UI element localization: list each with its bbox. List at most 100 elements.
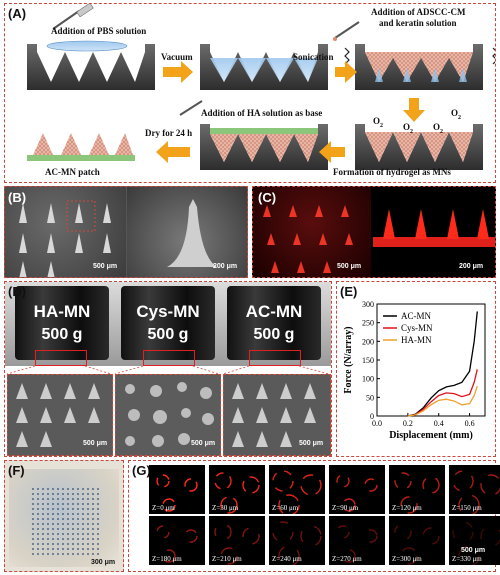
microchannel-dot [47, 523, 49, 525]
scale-d3: 500 μm [299, 440, 324, 447]
microchannel-dot [47, 553, 49, 555]
microchannel-dot [37, 513, 39, 515]
legend-entry: AC-MN [401, 311, 432, 321]
microchannel-dot [72, 538, 74, 540]
microchannel-dot [37, 493, 39, 495]
microchannel-dot [92, 498, 94, 500]
microchannel-dot [42, 543, 44, 545]
microchannel-dot [42, 518, 44, 520]
microchannel-dot [92, 513, 94, 515]
microchannel-dot [77, 543, 79, 545]
sem-single-b [127, 187, 247, 277]
depth-label: Z=180 μm [152, 555, 182, 563]
y-tick-label: 300 [362, 300, 374, 309]
microchannel-dot [32, 488, 34, 490]
microchannel-dot [72, 553, 74, 555]
skin-patch-photo [9, 469, 119, 567]
microchannel-dot [42, 498, 44, 500]
microchannel-dot [47, 538, 49, 540]
microchannel-dot [72, 548, 74, 550]
microchannel-dot [72, 498, 74, 500]
microchannel-dot [82, 498, 84, 500]
microchannel-dot [72, 528, 74, 530]
microchannel-dot [67, 548, 69, 550]
microchannel-dot [42, 513, 44, 515]
microchannel-dot [42, 538, 44, 540]
fluorescence-ring [452, 521, 500, 565]
microchannel-dot [92, 553, 94, 555]
arrow-5 [156, 141, 190, 163]
x-tick-label: 0.4 [434, 419, 444, 428]
microchannel-dot [42, 548, 44, 550]
microchannel-dot [47, 503, 49, 505]
depth-label: Z=240 μm [272, 555, 302, 563]
microchannel-dot [77, 513, 79, 515]
depth-label: Z=300 μm [392, 555, 422, 563]
microchannel-dot [37, 503, 39, 505]
scale-c1: 500 μm [337, 263, 362, 270]
x-tick-label: 0.6 [465, 419, 475, 428]
microchannel-dot [82, 488, 84, 490]
microchannel-dot [62, 548, 64, 550]
microchannel-dot [92, 543, 94, 545]
microchannel-dot [32, 508, 34, 510]
step-ha: Addition of HA solution as base [201, 108, 323, 118]
fluorescence-ring [394, 523, 440, 565]
microchannel-dot [37, 488, 39, 490]
microchannel-dot [32, 503, 34, 505]
microchannel-dot [47, 518, 49, 520]
microchannel-dot [97, 498, 99, 500]
fluorescence-ring [156, 525, 198, 563]
arrow-1 [163, 61, 193, 83]
microchannel-dot [32, 553, 34, 555]
microchannel-dot [72, 508, 74, 510]
microchannel-dot [77, 528, 79, 530]
microchannel-dot [57, 543, 59, 545]
y-axis-label: Force (N/array) [343, 326, 354, 393]
microchannel-dot [57, 513, 59, 515]
microchannel-dot [52, 493, 54, 495]
microchannel-dot [72, 523, 74, 525]
microchannel-dot [37, 518, 39, 520]
depth-label: Z=30 μm [212, 504, 239, 512]
microchannel-dot [42, 488, 44, 490]
microchannel-dot [67, 523, 69, 525]
x-tick-label: 0.2 [403, 419, 413, 428]
microchannel-dot [92, 523, 94, 525]
arrow-2 [335, 61, 357, 83]
panel-a: (A) Addition of PBS solution Vacuum Soni… [4, 3, 496, 183]
microchannel-dot [57, 493, 59, 495]
microchannel-dot [52, 528, 54, 530]
microchannel-dot [67, 488, 69, 490]
panel-a-label: (A) [8, 6, 27, 21]
x-tick-label: 0.0 [372, 419, 382, 428]
microchannel-dot [92, 518, 94, 520]
panel-c: (C) 500 μm 200 μm [252, 186, 496, 278]
depth-label: Z=90 μm [332, 504, 359, 512]
microchannel-dot [77, 493, 79, 495]
confocal-slice: Z=270 μm [329, 516, 385, 565]
microchannel-dot [32, 548, 34, 550]
scale-c2: 200 μm [459, 263, 484, 270]
microchannel-dot [72, 513, 74, 515]
microchannel-dot [97, 493, 99, 495]
depth-label: Z=210 μm [212, 555, 242, 563]
microchannel-dot [42, 508, 44, 510]
microchannel-dot [67, 503, 69, 505]
sem-ha-after [7, 374, 113, 456]
fluor-array-c [253, 187, 371, 277]
microchannel-dot [57, 553, 59, 555]
microchannel-dot [47, 513, 49, 515]
microchannel-dot [82, 543, 84, 545]
microchannel-dot [87, 553, 89, 555]
microchannel-dot [92, 488, 94, 490]
microchannel-dot [92, 538, 94, 540]
microchannel-dot [32, 538, 34, 540]
fluorescence-ring [214, 472, 260, 514]
weight-ac-mass: 500 g [253, 326, 295, 343]
microchannel-dot [87, 548, 89, 550]
microchannel-dot [52, 508, 54, 510]
fluorescence-ring [272, 470, 322, 514]
microchannel-dot [72, 533, 74, 535]
mold-1 [27, 40, 155, 90]
